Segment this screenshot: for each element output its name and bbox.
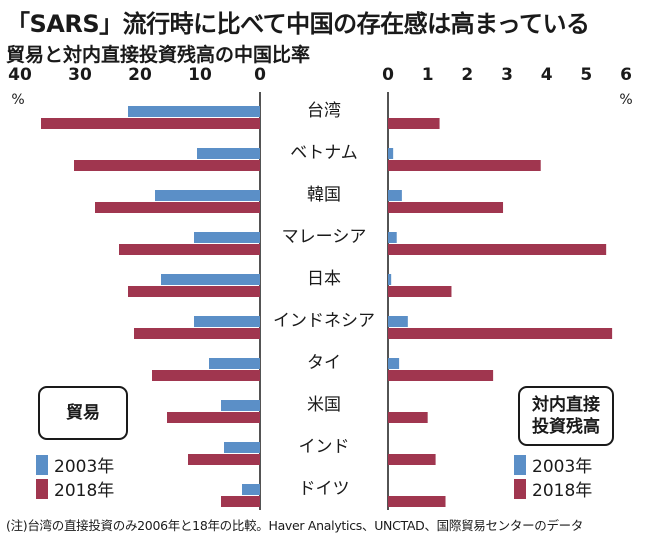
trade-bar-2018	[188, 454, 260, 465]
category-label: 韓国	[307, 185, 341, 205]
trade-bar-2003	[194, 232, 260, 243]
legend-swatch-2003	[36, 455, 48, 475]
trade-bar-2003	[209, 358, 260, 369]
fdi-bar-2003	[388, 148, 394, 159]
fdi-bar-2018	[388, 286, 452, 297]
chart-subtitle: 貿易と対内直接投資残高の中国比率	[6, 44, 311, 66]
legend-swatch-2018	[36, 479, 48, 499]
trade-tick-label: 20	[128, 65, 152, 85]
category-label: タイ	[307, 353, 341, 373]
fdi-bar-2003	[388, 316, 408, 327]
trade-tick-label: 40	[8, 65, 32, 85]
legend-label-2018-right: 2018年	[532, 481, 593, 501]
fdi-bar-2018	[388, 370, 494, 381]
trade-bar-2018	[152, 370, 260, 381]
fdi-bar-2018	[388, 118, 440, 129]
fdi-tick-label: 0	[382, 65, 394, 85]
trade-bar-2018	[41, 118, 260, 129]
legend-trade-label: 貿易	[38, 386, 128, 440]
trade-bar-2018	[74, 160, 260, 171]
trade-bar-2003	[197, 148, 260, 159]
trade-tick-label: 0	[254, 65, 266, 85]
trade-bar-2018	[128, 286, 260, 297]
fdi-tick-label: 5	[580, 65, 592, 85]
category-label: ベトナム	[290, 143, 358, 163]
fdi-bar-2018	[388, 160, 541, 171]
legend-swatch-2003-right	[514, 455, 526, 475]
fdi-unit-label: %	[619, 92, 632, 108]
fdi-bar-2018	[388, 454, 436, 465]
legend-label-2003-right: 2003年	[532, 457, 593, 477]
trade-bar-2003	[128, 106, 260, 117]
fdi-tick-label: 6	[620, 65, 632, 85]
trade-bar-2018	[134, 328, 260, 339]
fdi-bar-2003	[388, 274, 392, 285]
category-label: インドネシア	[273, 311, 375, 331]
category-label: 日本	[307, 269, 341, 289]
fdi-tick-label: 4	[541, 65, 553, 85]
legend-right-2003: 2003年	[514, 452, 592, 477]
fdi-tick-label: 3	[501, 65, 513, 85]
fdi-tick-label: 1	[422, 65, 434, 85]
fdi-bar-2003	[388, 232, 397, 243]
legend-label-2018: 2018年	[54, 481, 115, 501]
legend-swatch-2018-right	[514, 479, 526, 499]
trade-bar-2018	[221, 496, 260, 507]
trade-bar-2018	[119, 244, 260, 255]
category-label: 米国	[307, 395, 341, 415]
trade-bar-2003	[161, 274, 260, 285]
category-label: インド	[299, 437, 350, 457]
legend-fdi-line2: 投資残高	[532, 417, 600, 437]
trade-tick-label: 30	[68, 65, 92, 85]
fdi-bar-2018	[388, 496, 446, 507]
trade-bar-2018	[167, 412, 260, 423]
chart-note: (注)台湾の直接投資のみ2006年と18年の比較。Haver Analytics…	[6, 518, 584, 533]
legend-trade-text: 貿易	[66, 403, 100, 423]
fdi-bar-2018	[388, 412, 428, 423]
fdi-bar-2018	[388, 328, 613, 339]
fdi-bar-2018	[388, 244, 607, 255]
trade-unit-label: %	[11, 92, 24, 108]
fdi-tick-label: 2	[461, 65, 473, 85]
trade-bar-2003	[221, 400, 260, 411]
trade-tick-label: 10	[188, 65, 212, 85]
trade-bar-2018	[95, 202, 260, 213]
trade-bar-2003	[155, 190, 260, 201]
chart-title: 「SARS」流行時に比べて中国の存在感は高まっている	[6, 10, 590, 38]
fdi-bar-2003	[388, 190, 402, 201]
category-label: 台湾	[307, 101, 341, 121]
trade-bar-2003	[242, 484, 260, 495]
trade-bar-2003	[224, 442, 260, 453]
legend-fdi-label: 対内直接 投資残高	[518, 386, 614, 446]
legend-label-2003: 2003年	[54, 457, 115, 477]
fdi-bar-2003	[388, 358, 400, 369]
legend-right-2018: 2018年	[514, 476, 592, 501]
fdi-bar-2018	[388, 202, 504, 213]
category-label: マレーシア	[282, 227, 367, 247]
legend-fdi-line1: 対内直接	[532, 395, 600, 415]
legend-left-2003: 2003年	[36, 452, 114, 477]
category-label: ドイツ	[299, 479, 350, 499]
trade-bar-2003	[194, 316, 260, 327]
legend-left-2018: 2018年	[36, 476, 114, 501]
